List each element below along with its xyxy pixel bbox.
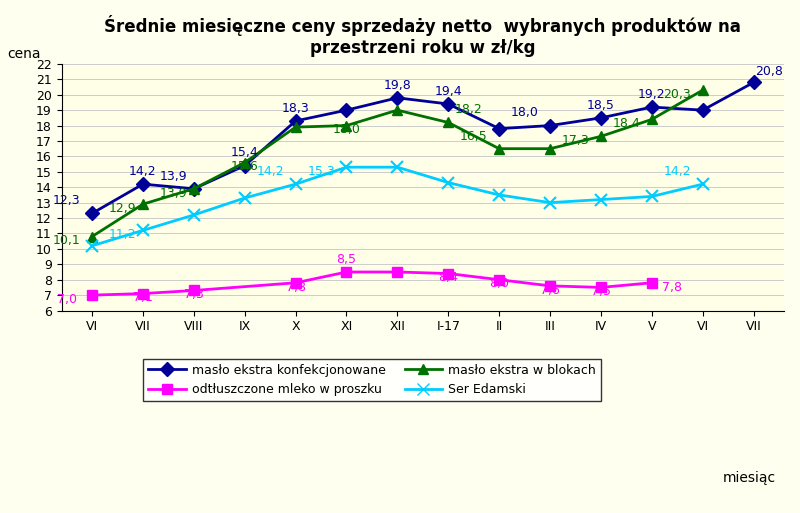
Text: 14,2: 14,2 [256,165,284,178]
Text: 12,9: 12,9 [109,202,136,215]
Text: 20,8: 20,8 [755,65,783,78]
Text: 7,5: 7,5 [591,285,611,298]
Text: 18,3: 18,3 [282,102,310,115]
Text: 20,3: 20,3 [663,88,691,101]
Text: 15,3: 15,3 [307,165,335,178]
Text: 8,4: 8,4 [438,271,458,284]
Text: cena: cena [7,47,41,62]
Text: 19,4: 19,4 [434,85,462,98]
Text: 14,2: 14,2 [663,165,691,178]
Text: 18,4: 18,4 [613,117,640,130]
Text: 19,2: 19,2 [638,88,666,101]
Legend: masło ekstra konfekcjonowane, odtłuszczone mleko w proszku, masło ekstra w bloka: masło ekstra konfekcjonowane, odtłuszczo… [143,359,601,401]
Text: 12,3: 12,3 [53,194,81,207]
Text: 17,3: 17,3 [562,134,590,147]
Text: 7,8: 7,8 [286,281,306,293]
Text: 7,6: 7,6 [540,284,560,297]
Text: 15,6: 15,6 [231,161,258,173]
Text: 13,9: 13,9 [160,170,187,183]
Text: miesiąc: miesiąc [723,471,776,485]
Text: 8,0: 8,0 [489,278,509,290]
Text: 18,0: 18,0 [510,106,538,120]
Text: 15,4: 15,4 [231,147,258,160]
Text: 18,0: 18,0 [333,123,361,136]
Text: 18,5: 18,5 [587,98,615,112]
Text: 18,2: 18,2 [454,103,482,116]
Text: 14,2: 14,2 [129,165,157,178]
Text: 13,9: 13,9 [160,187,187,200]
Text: 7,8: 7,8 [662,281,682,293]
Text: 7,0: 7,0 [57,293,77,306]
Text: 7,3: 7,3 [184,288,204,301]
Title: Średnie miesięczne ceny sprzedaży netto  wybranych produktów na
przestrzeni roku: Średnie miesięczne ceny sprzedaży netto … [104,15,742,57]
Text: 11,2: 11,2 [109,228,136,241]
Text: 8,5: 8,5 [337,253,357,266]
Text: 10,1: 10,1 [53,234,81,247]
Text: 19,8: 19,8 [383,78,411,92]
Text: 16,5: 16,5 [460,129,487,143]
Text: 7,1: 7,1 [133,291,153,304]
